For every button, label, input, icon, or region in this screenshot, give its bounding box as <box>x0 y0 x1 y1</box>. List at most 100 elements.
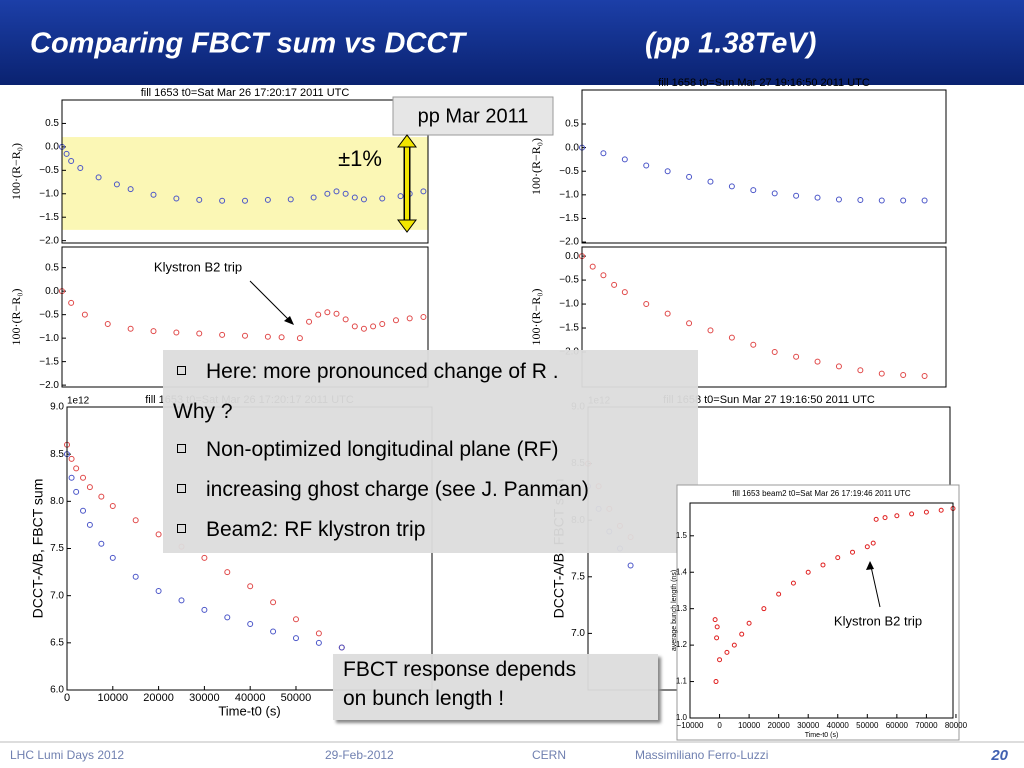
point <box>292 635 299 642</box>
y-tick-label: 0.0 <box>565 142 579 153</box>
point <box>406 315 413 322</box>
point <box>835 363 842 370</box>
point <box>292 616 299 623</box>
annotation: Klystron B2 trip <box>154 259 242 274</box>
point <box>201 606 208 613</box>
point <box>686 173 693 180</box>
point <box>611 281 618 288</box>
y-tick-label: 0.0 <box>565 251 579 262</box>
footer-author: Massimiliano Ferro-Luzzi <box>635 748 768 762</box>
point <box>68 157 75 164</box>
y-tick-label: −0.5 <box>559 275 579 286</box>
y-tick-label: −1.5 <box>39 356 59 367</box>
point <box>98 540 105 547</box>
y-tick-label: 0.5 <box>45 118 59 129</box>
point <box>224 614 231 621</box>
point <box>324 309 331 316</box>
point <box>109 503 116 510</box>
y-tick-label: 7.0 <box>571 628 585 639</box>
annotation-arrow <box>249 280 293 324</box>
plot-frame <box>61 99 429 244</box>
point <box>397 193 404 200</box>
note-line: FBCT response depends <box>343 658 577 681</box>
y-tick-label: −1.0 <box>39 188 59 199</box>
point <box>98 493 105 500</box>
point <box>315 630 322 637</box>
point <box>287 196 294 203</box>
point <box>392 317 399 324</box>
point <box>750 187 757 194</box>
point <box>247 620 254 627</box>
point <box>857 367 864 374</box>
point <box>707 178 714 185</box>
point <box>921 197 928 204</box>
subtitle: (pp 1.38TeV) <box>645 28 816 60</box>
point <box>342 316 349 323</box>
annotation-head <box>284 316 294 325</box>
period-box <box>392 96 554 136</box>
y-tick-label: −2.0 <box>39 235 59 246</box>
y-tick-label: −1.5 <box>559 213 579 224</box>
y-axis-label: DCCT-A/B, FBCT sum <box>30 479 46 619</box>
point <box>247 583 254 590</box>
point <box>686 320 693 327</box>
point <box>643 162 650 169</box>
y-tick-label: 9.0 <box>50 402 64 413</box>
point <box>132 517 139 524</box>
x-tick-label: 0 <box>64 692 70 704</box>
point <box>278 334 285 341</box>
y-tick-label: −2.0 <box>559 237 579 248</box>
point <box>219 197 226 204</box>
point <box>77 164 84 171</box>
point <box>196 196 203 203</box>
point <box>150 191 157 198</box>
point <box>173 329 180 336</box>
arrow-head <box>397 134 417 148</box>
band <box>62 137 428 230</box>
point <box>921 372 928 379</box>
point <box>73 488 80 495</box>
footer-date: 29-Feb-2012 <box>325 748 394 762</box>
point <box>379 195 386 202</box>
point <box>793 353 800 360</box>
point <box>728 334 735 341</box>
point <box>264 333 271 340</box>
point <box>360 196 367 203</box>
y-tick-label: 0.0 <box>45 142 59 153</box>
offset-label: 1e12 <box>67 396 90 407</box>
point <box>771 190 778 197</box>
period: pp Mar 2011 <box>418 105 529 127</box>
tolerance: ±1% <box>338 146 382 171</box>
y-axis-label: 100·(R−R₀) <box>529 138 543 195</box>
y-tick-label: 0.0 <box>45 286 59 297</box>
point <box>201 554 208 561</box>
point <box>793 192 800 199</box>
y-tick-label: 0.5 <box>45 262 59 273</box>
plot-title: fill 1658 t0=Sun Mar 27 19:16:50 2011 UT… <box>663 394 875 406</box>
y-tick-label: 8.0 <box>50 496 64 507</box>
point <box>155 587 162 594</box>
point <box>643 301 650 308</box>
point <box>173 195 180 202</box>
y-tick-label: 8.5 <box>50 449 64 460</box>
point <box>68 474 75 481</box>
point <box>196 330 203 337</box>
title: Comparing FBCT sum vs DCCT <box>30 28 467 60</box>
point <box>379 321 386 328</box>
point <box>351 323 358 330</box>
note-line: on bunch length ! <box>343 687 505 710</box>
x-tick-label: 40000 <box>235 692 266 704</box>
point <box>857 197 864 204</box>
point <box>707 327 714 334</box>
point <box>771 349 778 355</box>
point <box>324 190 331 197</box>
point <box>86 521 93 528</box>
point <box>80 507 87 514</box>
y-axis-label: 100·(R−R₀) <box>9 289 23 346</box>
point <box>81 311 88 318</box>
x-tick-label: 10000 <box>97 692 128 704</box>
point <box>95 174 102 181</box>
point <box>342 190 349 197</box>
point <box>600 150 607 157</box>
